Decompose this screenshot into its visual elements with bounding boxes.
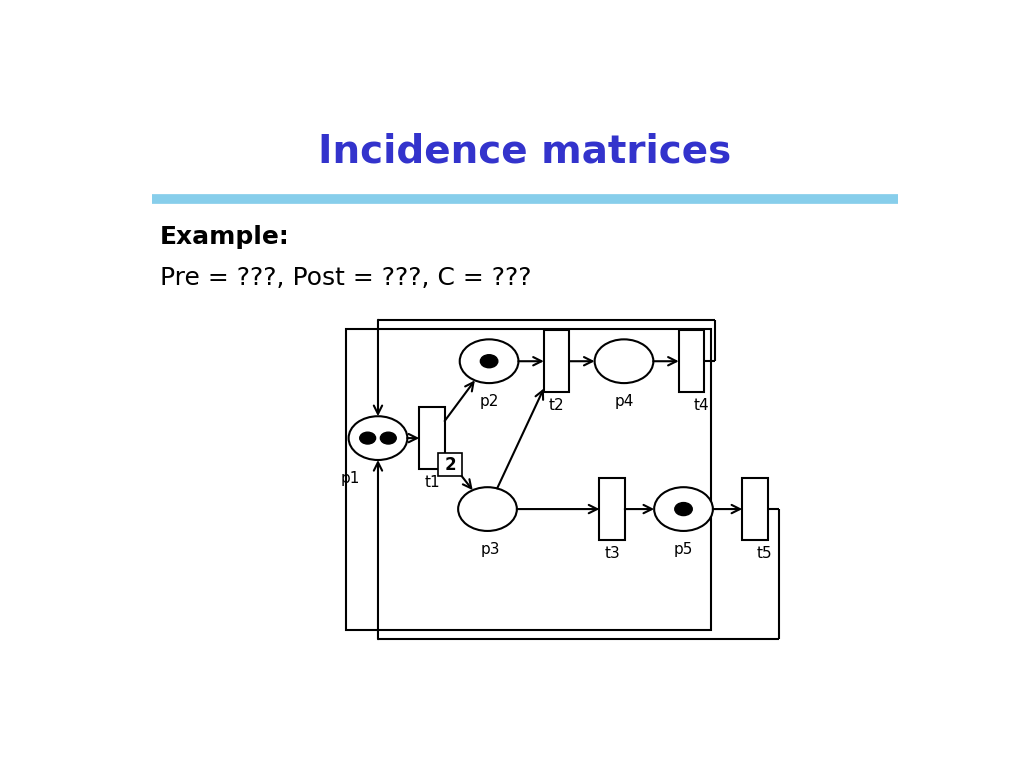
Text: t3: t3: [604, 546, 620, 561]
Circle shape: [458, 487, 517, 531]
Circle shape: [348, 416, 408, 460]
Circle shape: [675, 502, 692, 515]
Text: t1: t1: [424, 475, 439, 490]
Text: t5: t5: [757, 546, 772, 561]
Bar: [679, 330, 705, 392]
Text: p1: p1: [341, 471, 359, 485]
Text: t4: t4: [693, 398, 709, 413]
Text: p5: p5: [674, 541, 693, 557]
Circle shape: [595, 339, 653, 383]
Circle shape: [460, 339, 518, 383]
Circle shape: [380, 432, 396, 444]
Bar: [742, 478, 768, 540]
Bar: [438, 453, 462, 476]
Bar: [346, 329, 712, 631]
Bar: [599, 478, 625, 540]
Text: p2: p2: [479, 394, 499, 409]
Circle shape: [359, 432, 376, 444]
Text: p3: p3: [480, 541, 500, 557]
Bar: [419, 407, 444, 468]
Text: Example:: Example:: [160, 225, 290, 249]
Text: p4: p4: [614, 394, 634, 409]
Text: 2: 2: [444, 455, 456, 474]
Text: t2: t2: [549, 398, 564, 413]
Circle shape: [654, 487, 713, 531]
Text: Incidence matrices: Incidence matrices: [318, 132, 731, 170]
Bar: [544, 330, 569, 392]
Circle shape: [480, 355, 498, 368]
Text: Pre = ???, Post = ???, C = ???: Pre = ???, Post = ???, C = ???: [160, 266, 531, 290]
